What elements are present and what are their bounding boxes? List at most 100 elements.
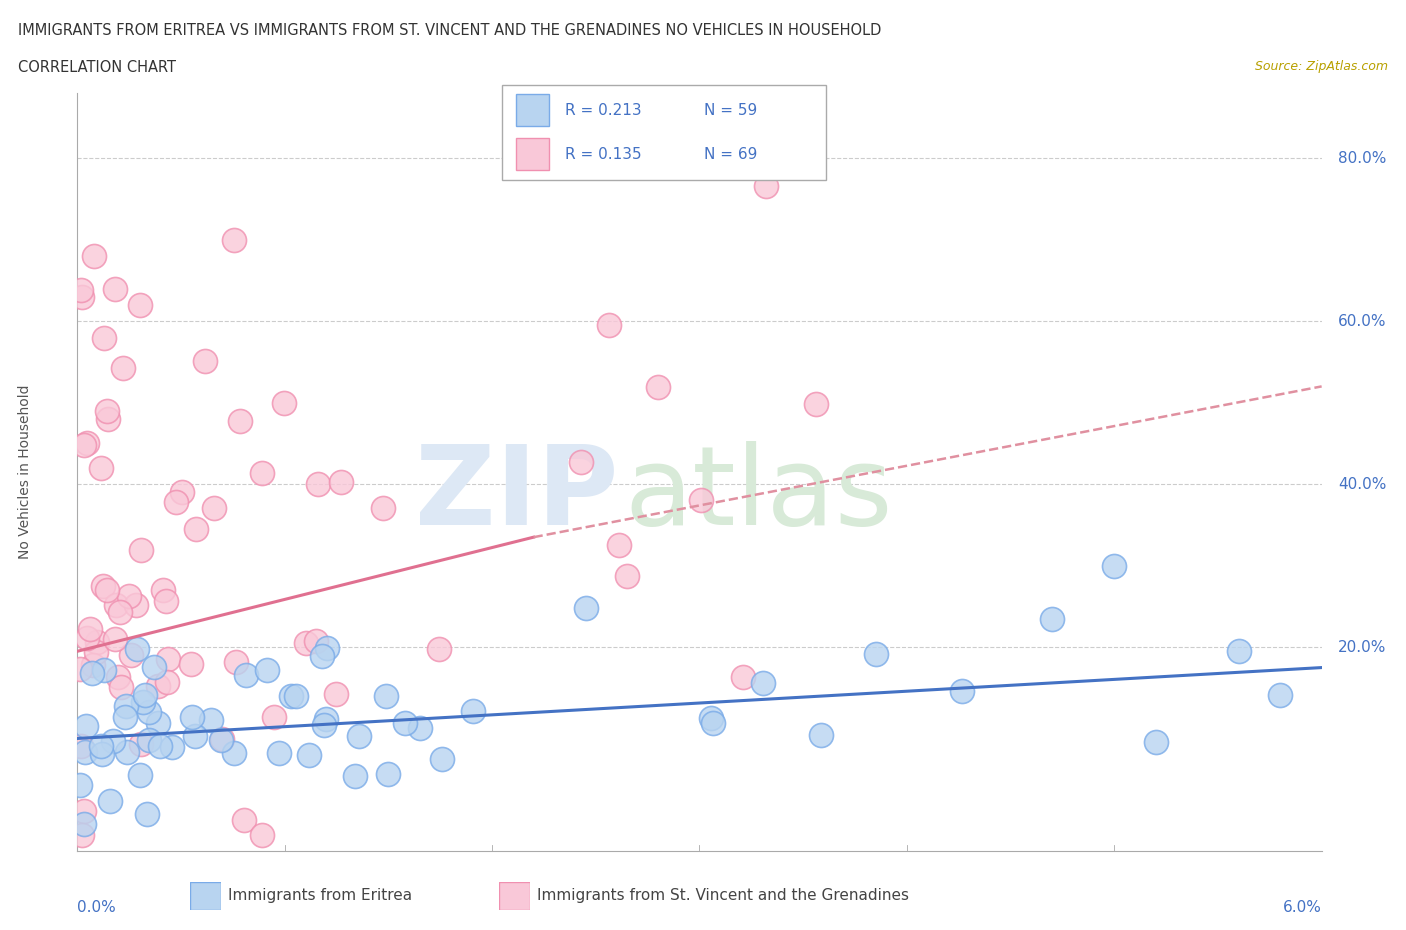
Point	[90, 738, 112, 753]
Point	[146, 715, 169, 730]
Point	[82, 666, 104, 681]
Point	[209, 732, 232, 747]
Point	[155, 594, 177, 609]
Point	[132, 695, 155, 710]
Point	[377, 766, 399, 781]
Point	[143, 659, 166, 674]
Point	[110, 680, 132, 695]
Text: atlas: atlas	[624, 441, 893, 548]
Point	[752, 675, 775, 690]
Point	[120, 647, 142, 662]
Point	[73, 817, 96, 831]
Point	[129, 298, 152, 312]
Point	[184, 728, 207, 743]
Point	[162, 739, 184, 754]
Point	[347, 728, 370, 743]
Point	[607, 538, 630, 552]
Point	[69, 778, 91, 793]
Point	[91, 578, 114, 593]
Point	[138, 704, 160, 719]
Point	[200, 712, 222, 727]
Point	[575, 601, 598, 616]
Text: CORRELATION CHART: CORRELATION CHART	[18, 60, 176, 75]
Bar	[516, 95, 548, 126]
Point	[107, 670, 129, 684]
Point	[138, 733, 160, 748]
Point	[690, 492, 713, 507]
Point	[702, 716, 724, 731]
Point	[172, 485, 194, 499]
Point	[950, 684, 973, 698]
Point	[598, 318, 620, 333]
Point	[91, 747, 114, 762]
Point	[70, 738, 93, 753]
Point	[1144, 735, 1167, 750]
Point	[229, 413, 252, 428]
Point	[409, 721, 432, 736]
Point	[148, 678, 170, 693]
Point	[70, 289, 93, 304]
Point	[616, 569, 638, 584]
Point	[235, 668, 257, 683]
Point	[267, 746, 290, 761]
Point	[263, 710, 285, 724]
Point	[569, 454, 592, 469]
Bar	[516, 139, 548, 169]
Point	[73, 437, 96, 452]
Point	[225, 655, 247, 670]
Point	[325, 686, 347, 701]
Point	[69, 282, 91, 297]
Point	[70, 827, 93, 842]
Point	[733, 670, 755, 684]
Point	[96, 404, 118, 418]
Point	[128, 767, 150, 782]
Point	[115, 745, 138, 760]
Point	[157, 652, 180, 667]
Point	[329, 474, 352, 489]
Point	[1270, 688, 1292, 703]
Text: 20.0%: 20.0%	[1339, 640, 1386, 655]
Point	[1104, 558, 1126, 573]
Point	[156, 675, 179, 690]
Point	[307, 476, 329, 491]
Point	[86, 635, 108, 650]
Point	[84, 644, 107, 659]
Point	[374, 689, 396, 704]
Point	[280, 689, 302, 704]
Text: 40.0%: 40.0%	[1339, 477, 1386, 492]
Point	[305, 633, 328, 648]
Point	[371, 500, 394, 515]
Point	[136, 806, 159, 821]
Point	[93, 662, 115, 677]
Point	[75, 745, 97, 760]
Point	[250, 466, 273, 481]
Point	[114, 710, 136, 724]
Text: N = 59: N = 59	[704, 102, 758, 117]
Point	[127, 642, 149, 657]
Point	[76, 631, 98, 645]
Point	[90, 460, 112, 475]
Point	[285, 688, 308, 703]
Point	[165, 494, 187, 509]
Point	[804, 396, 827, 411]
Point	[311, 648, 333, 663]
Point	[181, 710, 204, 724]
Text: Immigrants from St. Vincent and the Grenadines: Immigrants from St. Vincent and the Gren…	[537, 888, 910, 903]
Point	[700, 711, 723, 725]
Text: R = 0.135: R = 0.135	[565, 147, 641, 162]
Point	[427, 642, 450, 657]
Point	[131, 737, 153, 751]
Point	[315, 641, 337, 656]
Point	[108, 604, 131, 619]
Point	[82, 658, 104, 672]
Text: 0.0%: 0.0%	[77, 900, 117, 915]
Point	[211, 732, 233, 747]
Point	[149, 739, 172, 754]
Text: No Vehicles in Household: No Vehicles in Household	[18, 385, 32, 559]
Point	[93, 330, 115, 345]
Text: R = 0.213: R = 0.213	[565, 102, 641, 117]
Point	[810, 727, 832, 742]
Point	[75, 719, 97, 734]
FancyBboxPatch shape	[502, 85, 827, 180]
Point	[96, 582, 118, 597]
